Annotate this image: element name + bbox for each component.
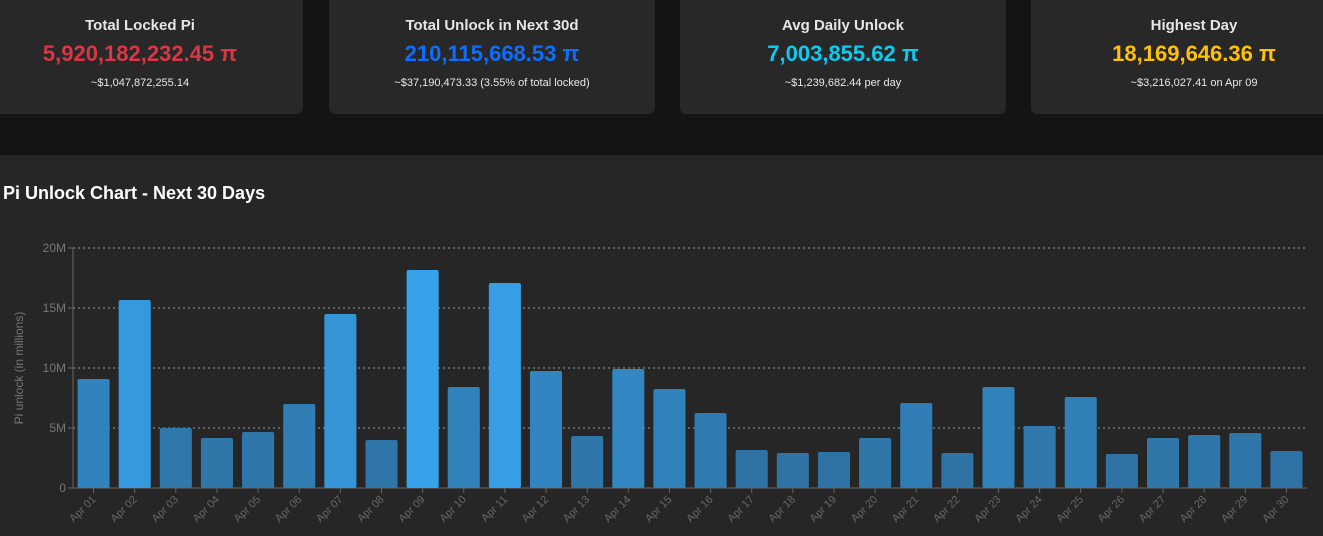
bar xyxy=(1105,454,1138,488)
bar xyxy=(1270,451,1303,488)
bar xyxy=(1146,437,1180,488)
card-value: 5,920,182,232.45 π xyxy=(42,41,238,66)
card-total-locked: Total Locked Pi 5,920,182,232.45 π ~$1,0… xyxy=(0,0,303,114)
bar xyxy=(941,452,974,488)
x-tick-label: Apr 05 xyxy=(232,494,263,525)
bar xyxy=(242,431,275,488)
card-avg-daily: Avg Daily Unlock 7,003,855.62 π ~$1,239,… xyxy=(680,0,1006,114)
x-tick-label: Apr 07 xyxy=(314,494,345,525)
x-tick-label: Apr 06 xyxy=(273,494,304,525)
bar xyxy=(200,437,234,488)
x-tick-label: Apr 22 xyxy=(931,494,962,525)
x-tick-label: Apr 27 xyxy=(1137,494,1168,525)
x-tick-label: Apr 20 xyxy=(849,494,880,525)
x-tick-label: Apr 29 xyxy=(1219,494,1250,525)
x-tick-label: Apr 04 xyxy=(191,494,222,525)
x-tick-label: Apr 09 xyxy=(396,494,427,525)
bar xyxy=(77,379,110,488)
card-value: 7,003,855.62 π xyxy=(767,41,919,66)
bar xyxy=(694,413,727,488)
bar xyxy=(859,437,892,488)
card-sub: ~$1,047,872,255.14 xyxy=(90,77,190,89)
x-tick-label: Apr 03 xyxy=(150,494,181,525)
card-title: Total Unlock in Next 30d xyxy=(405,17,579,34)
bar xyxy=(1064,397,1097,488)
bar xyxy=(1229,433,1262,488)
card-highest-day: Highest Day 18,169,646.36 π ~$3,216,027.… xyxy=(1031,0,1323,114)
bar xyxy=(159,428,192,488)
bar xyxy=(406,269,439,488)
x-tick-label: Apr 11 xyxy=(479,494,510,525)
bar xyxy=(735,449,768,488)
x-tick-label: Apr 15 xyxy=(643,494,674,525)
x-tick-label: Apr 18 xyxy=(767,494,798,525)
x-tick-label: Apr 14 xyxy=(602,494,633,525)
y-tick-label: 15M xyxy=(43,301,66,315)
bar xyxy=(1188,434,1221,488)
card-sub: ~$1,239,682.44 per day xyxy=(784,77,902,89)
card-value: 210,115,668.53 π xyxy=(404,41,580,66)
x-tick-label: Apr 01 xyxy=(67,494,98,525)
bar xyxy=(283,404,316,488)
bar xyxy=(118,299,151,488)
x-tick-label: Apr 21 xyxy=(890,494,921,525)
card-sub: ~$37,190,473.33 (3.55% of total locked) xyxy=(394,77,590,89)
bar xyxy=(653,389,686,488)
card-title: Highest Day xyxy=(1150,17,1238,34)
card-sub: ~$3,216,027.41 on Apr 09 xyxy=(1130,77,1258,89)
x-tick-label: Apr 10 xyxy=(437,494,468,525)
bar xyxy=(488,283,521,488)
card-title: Avg Daily Unlock xyxy=(782,17,904,34)
y-tick-label: 10M xyxy=(43,361,66,375)
x-tick-label: Apr 30 xyxy=(1260,494,1291,525)
x-tick-label: Apr 17 xyxy=(725,494,756,525)
card-value: 18,169,646.36 π xyxy=(1112,41,1276,66)
x-tick-label: Apr 26 xyxy=(1096,494,1127,525)
y-axis-label: Pi unlock (in millions) xyxy=(12,312,26,425)
x-tick-label: Apr 24 xyxy=(1013,494,1044,525)
x-tick-label: Apr 19 xyxy=(808,494,839,525)
bar xyxy=(324,314,357,488)
bar xyxy=(365,440,398,488)
bar xyxy=(817,452,851,488)
bar-chart: 0 5M 10M 15M 20M Pi unlock (in millions) Apr 0… xyxy=(12,241,1307,525)
x-tick-label: Apr 12 xyxy=(520,494,551,525)
bar xyxy=(612,368,645,488)
chart-title: Pi Unlock Chart - Next 30 Days xyxy=(3,183,266,203)
bar xyxy=(571,436,604,488)
bar xyxy=(447,386,480,488)
card-title: Total Locked Pi xyxy=(85,17,195,34)
x-tick-label: Apr 28 xyxy=(1178,494,1209,525)
chart-panel: Pi Unlock Chart - Next 30 Days 0 5M 10M 15M… xyxy=(0,155,1323,536)
bar xyxy=(982,386,1015,488)
y-tick-label: 20M xyxy=(43,241,66,255)
x-tick-label: Apr 25 xyxy=(1054,494,1085,525)
bar xyxy=(1023,425,1056,488)
bar xyxy=(529,371,563,488)
x-tick-label: Apr 13 xyxy=(561,494,592,525)
y-tick-label: 5M xyxy=(49,421,66,435)
bar xyxy=(900,403,933,488)
card-total-unlock: Total Unlock in Next 30d 210,115,668.53 … xyxy=(329,0,655,114)
x-tick-label: Apr 23 xyxy=(972,494,1003,525)
x-tick-label: Apr 16 xyxy=(684,494,715,525)
x-tick-label: Apr 08 xyxy=(355,494,386,525)
y-tick-label: 0 xyxy=(59,481,66,495)
x-tick-label: Apr 02 xyxy=(108,494,139,525)
bar xyxy=(776,452,809,488)
